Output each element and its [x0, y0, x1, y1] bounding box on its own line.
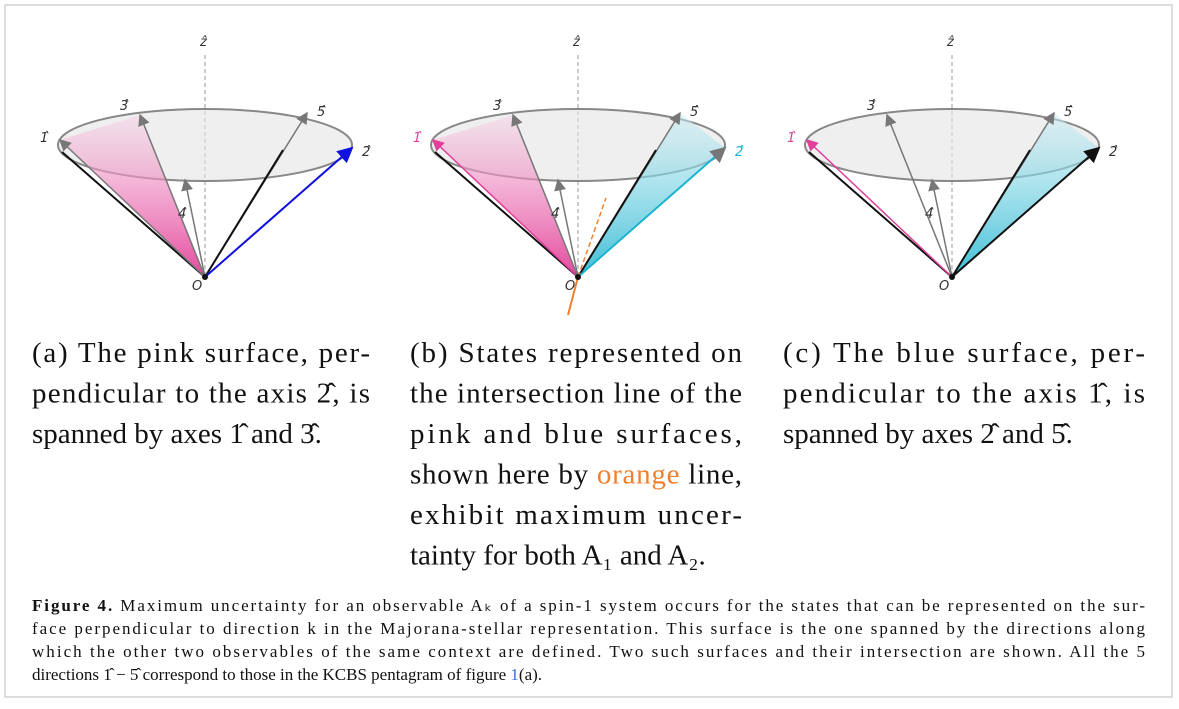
panel-caption-line: pink and blue surfaces, — [410, 418, 742, 450]
axis-label: 5̂ — [690, 105, 699, 120]
origin-label: O — [192, 279, 202, 294]
axis-label: 3̂ — [867, 99, 876, 114]
panel-caption-line: shown here by orange line, — [410, 459, 742, 491]
panel-caption-line: tainty for both A₁ and A₂. — [410, 540, 706, 572]
panel-caption-line: pendicular to the axis 2̂, is — [32, 378, 370, 410]
origin-point — [202, 274, 208, 280]
axis-label: ẑ — [199, 35, 208, 50]
caption-line: which the other two observables of the s… — [32, 642, 1145, 661]
axis-label: 4̂ — [551, 207, 560, 222]
axis-label: 3̂ — [493, 99, 502, 114]
origin-point — [949, 274, 955, 280]
origin-point — [575, 274, 581, 280]
caption-text: (a). — [519, 665, 542, 684]
panel-caption-line: spanned by axes 1̂ and 3̂. — [32, 418, 322, 450]
origin-label: O — [565, 279, 575, 294]
panel-caption-line: (c) The blue surface, per- — [783, 337, 1145, 369]
axis-label: 1̂ — [787, 131, 796, 146]
axis-label: 2̂ — [735, 145, 744, 160]
captions: (a) The pink surface, per-pendicular to … — [32, 337, 1145, 572]
axis-label: 5̂ — [317, 105, 326, 120]
caption-text: directions 1̂ − 5̂ correspond to those i… — [32, 665, 510, 684]
origin-label: O — [939, 279, 949, 294]
panel-caption-line: (a) The pink surface, per- — [32, 337, 370, 369]
axis-label: ẑ — [572, 35, 581, 50]
axis-label: 1̂ — [40, 131, 49, 146]
axis-label: ẑ — [946, 35, 955, 50]
figure-caption: Figure 4. Maximum uncertainty for an obs… — [32, 596, 1146, 684]
caption-text: line, — [680, 459, 742, 491]
axis-label: 4̂ — [178, 207, 187, 222]
figure: ẑ 1̂ 3̂ 5̂ 2̂ 4̂ Oẑ 1̂ 3̂ 5̂ 2̂ 4̂ Oẑ 1̂ 3̂ 5̂ 2̂ 4̂ O (a)… — [0, 0, 1179, 709]
axis-label: 5̂ — [1064, 105, 1073, 120]
cone-diagram: ẑ 1̂ 3̂ 5̂ 2̂ 4̂ O — [413, 35, 744, 315]
caption-text: Maximum uncertainty for an observable Aₖ… — [114, 596, 1145, 615]
caption-line: directions 1̂ − 5̂ correspond to those i… — [32, 665, 542, 684]
caption-text: shown here by — [410, 459, 596, 491]
figure-link[interactable]: 1 — [510, 665, 519, 684]
panel-caption-line: (b) States represented on — [410, 337, 743, 369]
panel-caption-line: pendicular to the axis 1̂, is — [783, 378, 1145, 410]
cone-diagram: ẑ 1̂ 3̂ 5̂ 2̂ 4̂ O — [787, 35, 1118, 294]
panel-caption-line: the intersection line of the — [410, 378, 742, 410]
caption-line: face perpendicular to direction k in the… — [32, 619, 1146, 638]
caption-label: Figure 4. — [32, 596, 112, 615]
cone-diagram: ẑ 1̂ 3̂ 5̂ 2̂ 4̂ O — [40, 35, 371, 294]
axis-label: 2̂ — [362, 145, 371, 160]
axis-label: 2̂ — [1109, 145, 1118, 160]
panel-caption-line: spanned by axes 2̂ and 5̂. — [783, 418, 1073, 450]
panel-caption-line: exhibit maximum uncer- — [410, 499, 742, 531]
diagrams: ẑ 1̂ 3̂ 5̂ 2̂ 4̂ Oẑ 1̂ 3̂ 5̂ 2̂ 4̂ Oẑ 1̂ 3̂ 5̂ 2̂ 4̂ O — [40, 35, 1118, 315]
axis-label: 1̂ — [413, 131, 422, 146]
axis-label: 3̂ — [120, 99, 129, 114]
axis-label: 4̂ — [925, 207, 934, 222]
highlight-word: orange — [597, 459, 680, 491]
caption-line: Figure 4. Maximum uncertainty for an obs… — [32, 596, 1145, 615]
